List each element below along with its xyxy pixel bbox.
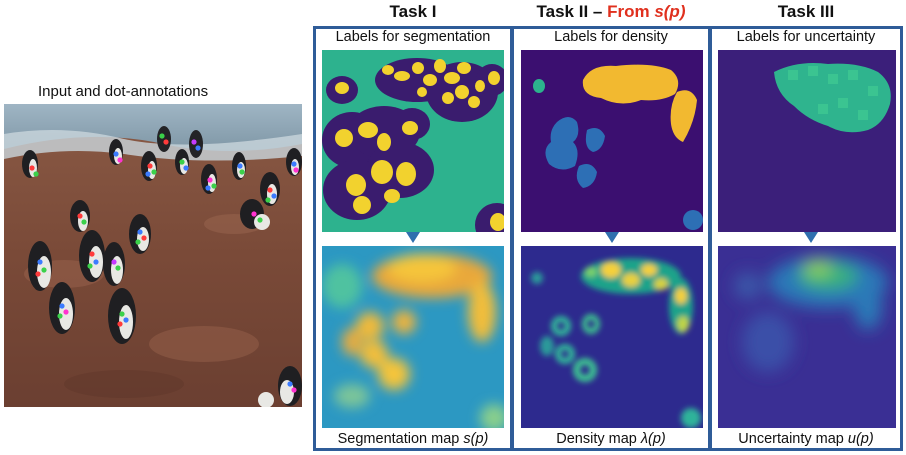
input-caption: Input and dot-annotations <box>38 83 209 100</box>
task-2-top-label: Labels for density <box>554 29 668 45</box>
task-3-arrow <box>804 232 818 243</box>
task-1-bottom-label: Segmentation map s(p) <box>337 431 489 447</box>
task-3-bottom-label: Uncertainty map u(p) <box>738 431 874 447</box>
task-3-panel <box>709 26 903 451</box>
density-labels-image <box>521 50 703 232</box>
input-photo <box>4 104 302 407</box>
task-2-arrow <box>605 232 619 243</box>
density-map-image <box>521 246 703 428</box>
task-1-arrow <box>406 232 420 243</box>
task-3-top-label: Labels for uncertainty <box>736 29 876 45</box>
task-2-title: Task II – From s(p) <box>513 2 709 22</box>
task-3-title: Task III <box>777 2 835 21</box>
task-2-title-highlight: From s(p) <box>607 2 686 21</box>
uncertainty-labels-image <box>718 50 896 232</box>
segmentation-map-image <box>322 246 504 428</box>
uncertainty-map-image <box>718 246 896 428</box>
task-2-bottom-label: Density map λ(p) <box>556 431 666 447</box>
task-1-title: Task I <box>389 2 437 21</box>
task-1-top-label: Labels for segmentation <box>335 29 491 45</box>
segmentation-labels-image <box>322 50 504 232</box>
task-2-title-main: Task II – <box>536 2 608 21</box>
